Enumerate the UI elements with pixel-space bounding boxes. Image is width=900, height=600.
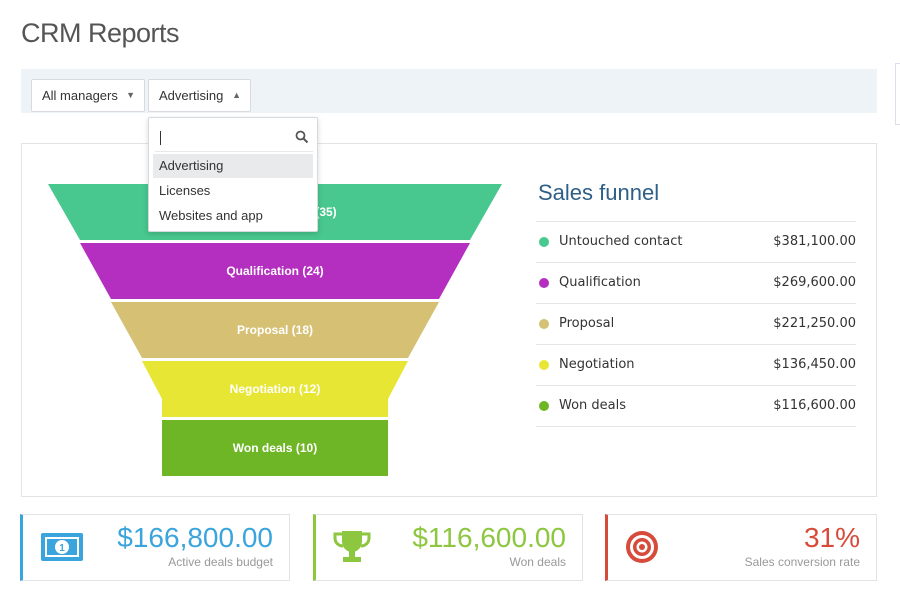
legend-dot: [539, 319, 549, 329]
conversion-rate-card: 31% Sales conversion rate: [605, 514, 877, 581]
dropdown-search-input[interactable]: [155, 124, 313, 152]
funnel-layer-won-deals[interactable]: [162, 420, 388, 476]
card-label: Active deals budget: [168, 555, 273, 569]
legend-stage-name: Won deals: [559, 398, 627, 413]
legend-stage-amount: $136,450.00: [773, 357, 856, 372]
legend-stage-amount: $381,100.00: [773, 234, 856, 249]
funnel-layer-label: Negotiation (12): [230, 382, 321, 396]
legend-row: Proposal $221,250.00: [536, 304, 856, 345]
source-select-value: Advertising: [159, 88, 224, 103]
card-value: 31%: [803, 522, 860, 553]
legend-row: Untouched contact $381,100.00: [536, 222, 856, 263]
manager-select-value: All managers: [42, 88, 118, 103]
won-deals-card: $116,600.00 Won deals: [313, 514, 583, 581]
funnel-layer-label: Won deals (10): [233, 441, 317, 455]
funnel-layer-label: (35): [315, 205, 336, 219]
card-value: $116,600.00: [412, 522, 566, 553]
dropdown-option-licenses[interactable]: Licenses: [159, 183, 211, 198]
text-caret: [160, 131, 161, 145]
target-icon: [626, 531, 658, 563]
card-value: $166,800.00: [117, 522, 273, 553]
legend-row: Won deals $116,600.00: [536, 386, 856, 427]
svg-text:1: 1: [59, 543, 65, 554]
legend-stage-name: Untouched contact: [559, 234, 683, 249]
chevron-up-icon: ▲: [232, 90, 241, 100]
funnel-layer-label: Qualification (24): [226, 264, 323, 278]
filter-bar: All managers ▼ Advertising ▲: [21, 69, 877, 113]
funnel-layer-negotiation[interactable]: [142, 361, 408, 417]
dropdown-option-advertising[interactable]: Advertising: [153, 154, 313, 178]
legend-dot: [539, 401, 549, 411]
trophy-icon: [333, 531, 371, 562]
manager-select[interactable]: All managers ▼: [31, 79, 145, 112]
card-label: Won deals: [509, 555, 566, 569]
funnel-layer-qualification[interactable]: [80, 243, 470, 299]
dropdown-option-websites[interactable]: Websites and app: [159, 208, 263, 223]
card-label: Sales conversion rate: [744, 555, 860, 569]
page-title: CRM Reports: [21, 18, 180, 48]
legend-dot: [539, 360, 549, 370]
source-select[interactable]: Advertising ▲: [148, 79, 251, 112]
legend-stage-amount: $269,600.00: [773, 275, 856, 290]
funnel-layer-label: Proposal (18): [237, 323, 313, 337]
legend-stage-amount: $116,600.00: [773, 398, 856, 413]
chevron-down-icon: ▼: [126, 90, 135, 100]
source-dropdown: Advertising Licenses Websites and app: [148, 117, 318, 232]
search-icon: [295, 130, 309, 144]
legend-row: Negotiation $136,450.00: [536, 345, 856, 386]
legend-table: Untouched contact $381,100.00 Qualificat…: [536, 221, 856, 427]
legend-dot: [539, 237, 549, 247]
active-budget-card: 1 $166,800.00 Active deals budget: [20, 514, 290, 581]
legend-dot: [539, 278, 549, 288]
legend-stage-name: Negotiation: [559, 357, 635, 372]
legend-title: Sales funnel: [538, 180, 660, 205]
side-panel-edge: [895, 63, 900, 125]
legend-row: Qualification $269,600.00: [536, 263, 856, 304]
money-icon: 1: [41, 533, 83, 561]
legend-stage-name: Qualification: [559, 275, 641, 290]
legend-stage-name: Proposal: [559, 316, 615, 331]
legend-stage-amount: $221,250.00: [773, 316, 856, 331]
funnel-layer-proposal[interactable]: [111, 302, 439, 358]
